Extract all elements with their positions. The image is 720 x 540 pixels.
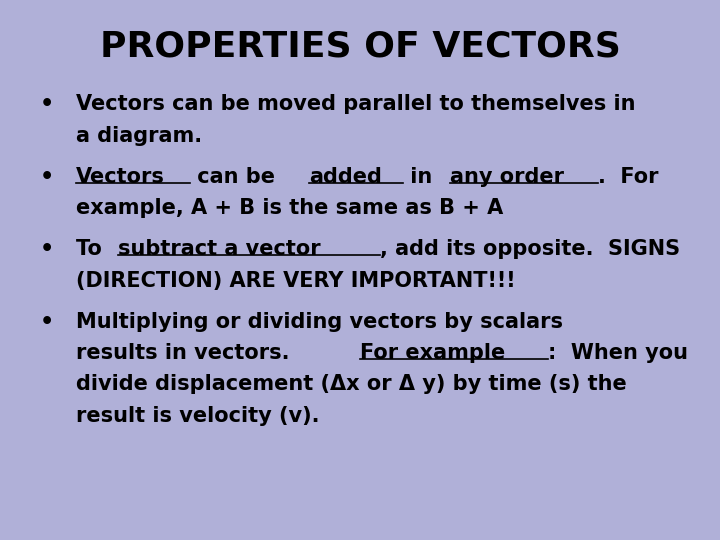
Text: results in vectors.: results in vectors. bbox=[76, 343, 297, 363]
Text: •: • bbox=[40, 167, 54, 187]
Text: •: • bbox=[40, 94, 54, 114]
Text: To: To bbox=[76, 239, 109, 259]
Text: (DIRECTION) ARE VERY IMPORTANT!!!: (DIRECTION) ARE VERY IMPORTANT!!! bbox=[76, 271, 516, 291]
Text: , add its opposite.  SIGNS: , add its opposite. SIGNS bbox=[379, 239, 680, 259]
Text: result is velocity (v).: result is velocity (v). bbox=[76, 406, 319, 426]
Text: divide displacement (Δx or Δ y) by time (s) the: divide displacement (Δx or Δ y) by time … bbox=[76, 374, 626, 394]
Text: PROPERTIES OF VECTORS: PROPERTIES OF VECTORS bbox=[99, 30, 621, 64]
Text: .  For: . For bbox=[598, 167, 658, 187]
Text: For example: For example bbox=[361, 343, 505, 363]
Text: any order: any order bbox=[451, 167, 564, 187]
Text: Vectors can be moved parallel to themselves in: Vectors can be moved parallel to themsel… bbox=[76, 94, 635, 114]
Text: example, A + B is the same as B + A: example, A + B is the same as B + A bbox=[76, 198, 503, 218]
Text: •: • bbox=[40, 239, 54, 259]
Text: :  When you: : When you bbox=[548, 343, 688, 363]
Text: subtract a vector: subtract a vector bbox=[118, 239, 321, 259]
Text: Multiplying or dividing vectors by scalars: Multiplying or dividing vectors by scala… bbox=[76, 312, 562, 332]
Text: a diagram.: a diagram. bbox=[76, 126, 202, 146]
Text: added: added bbox=[310, 167, 382, 187]
Text: in: in bbox=[403, 167, 440, 187]
Text: Vectors: Vectors bbox=[76, 167, 164, 187]
Text: •: • bbox=[40, 312, 54, 332]
Text: can be: can be bbox=[190, 167, 282, 187]
